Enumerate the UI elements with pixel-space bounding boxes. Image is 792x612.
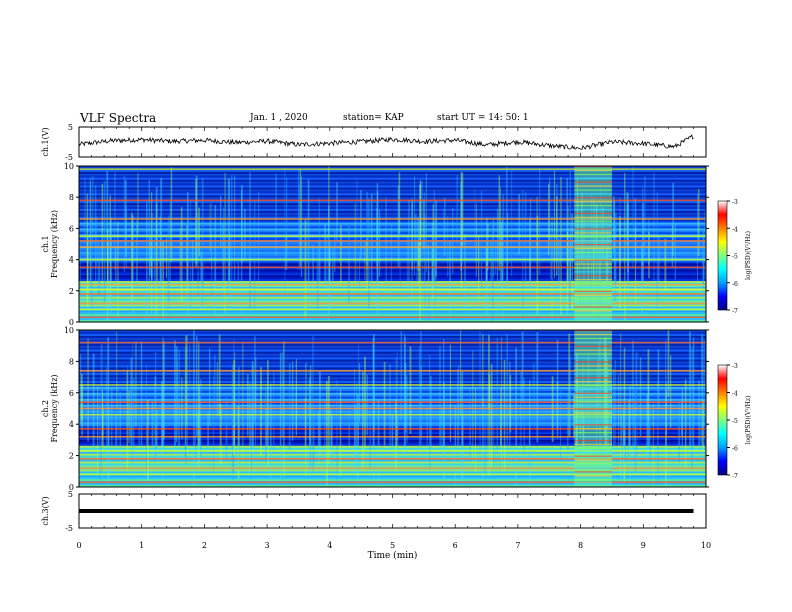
- ch2-spec-band: [79, 428, 706, 430]
- x-tick-label: 10: [701, 541, 711, 550]
- ch1-spec-colorbar-tick: -6: [732, 281, 738, 288]
- ch2-spec-ytick-label: 2: [69, 452, 74, 461]
- ch1-spec-band: [79, 246, 706, 248]
- ch1-spec-colorbar-tick: -4: [732, 226, 738, 233]
- ch1-spec-colorbar-tick: -7: [732, 308, 738, 315]
- ch1-spec-band: [79, 266, 706, 269]
- ch2-spec-band: [79, 481, 706, 484]
- ch2-spec-band: [79, 407, 706, 410]
- ch2-spec-colorbar-tick: -5: [732, 418, 738, 425]
- ch1-spec-heatmap: [79, 166, 706, 323]
- x-tick-label: 4: [327, 541, 332, 550]
- ch2-spec-burst: [574, 330, 612, 487]
- ch1-spec-ytick-label: 0: [69, 318, 74, 327]
- x-tick-label: 0: [76, 541, 81, 550]
- ch2-spec-ytick-label: 4: [69, 420, 74, 429]
- ch2-spec-colorbar: [717, 364, 728, 476]
- ch1-spec-ytick-label: 2: [69, 287, 74, 296]
- ch2-spec-band: [79, 413, 706, 416]
- x-tick-label: 6: [453, 541, 458, 550]
- x-tick-label: 3: [265, 541, 270, 550]
- x-tick-label: 9: [641, 541, 646, 550]
- ch1-spec-band: [79, 240, 706, 242]
- ch1-spec-band: [79, 283, 706, 286]
- ch1-spec-colorbar-tick: -3: [732, 199, 738, 206]
- ch1-spec-band: [79, 218, 706, 220]
- ch1-spec-band: [79, 258, 706, 261]
- ch1-spec-band: [79, 235, 706, 237]
- ch1-spec-band: [79, 308, 706, 311]
- ch2-spec-ytick-label: 0: [69, 483, 74, 492]
- ch1-spec-frame: [78, 165, 707, 323]
- ch2-spec-colorbar-tick: -6: [732, 446, 738, 453]
- ch2-spec-band: [79, 401, 706, 404]
- x-tick-label: 5: [390, 541, 395, 550]
- ch1-spec-band: [79, 316, 706, 319]
- x-tick-label: 1: [139, 541, 144, 550]
- ch2-spec-heatmap: [79, 330, 706, 488]
- ch1-spec-band: [79, 293, 706, 295]
- ch1-spec-colorbar: [717, 200, 728, 311]
- ch1-spec-colorbar-tick: -5: [732, 254, 738, 261]
- ch2-spec-band: [79, 370, 706, 372]
- x-tick-label: 7: [515, 541, 520, 550]
- ch2-spec-colorbar-tick: -7: [732, 473, 738, 480]
- ch2-spec-band: [79, 341, 706, 344]
- ch2-spec-ylabel: Frequency (kHz): [50, 374, 59, 442]
- plot-title: VLF Spectra: [80, 111, 157, 125]
- ch1-spec-ytick-label: 6: [69, 224, 74, 233]
- ch1-ylabel: ch.1(V): [41, 127, 50, 156]
- ch1-spec-ytick-label: 4: [69, 256, 74, 265]
- ch3-ytick-label: -5: [65, 524, 73, 533]
- ch1-spec-colorbar-label: log(PSD)(V²/Hz): [745, 231, 752, 280]
- ch1-spec-ylabel: ch.1: [41, 235, 50, 252]
- ch3-ytick-label: 5: [68, 490, 73, 499]
- ch2-spec-band: [79, 457, 706, 460]
- ch2-spec-band: [79, 435, 706, 438]
- ch2-spec-band: [79, 467, 706, 469]
- ch1-trace: [78, 134, 694, 150]
- ch2-spec-colorbar-tick: -3: [732, 363, 738, 370]
- start-time-label: start UT = 14: 50: 1: [437, 113, 529, 123]
- ch1-spec-band: [79, 288, 706, 291]
- ch1-ytick-label: -5: [65, 153, 73, 162]
- x-axis-label: Time (min): [368, 550, 418, 561]
- ch2-spec-colorbar-tick: -4: [732, 391, 738, 398]
- ch2-spec-frame: [78, 329, 707, 488]
- ch1-spec-band: [79, 302, 706, 305]
- ch2-spec-band: [79, 473, 706, 476]
- x-tick-label: 8: [578, 541, 583, 550]
- ch1-spec-ylabel: Frequency (kHz): [50, 210, 59, 278]
- ch2-spec-ytick-label: 6: [69, 389, 74, 398]
- ch3-ylabel: ch.3(V): [41, 496, 50, 525]
- ch1-frame: [78, 126, 707, 158]
- ch2-spec-ytick-label: 10: [64, 326, 74, 335]
- date-label: Jan. 1 , 2020: [250, 113, 308, 123]
- ch1-spec-burst: [574, 166, 612, 322]
- ch2-spec-ylabel: ch.2: [41, 400, 50, 417]
- ch2-spec-ytick-label: 8: [69, 357, 74, 366]
- station-label: station= KAP: [343, 113, 404, 123]
- ch1-ytick-label: 5: [68, 123, 73, 132]
- ch2-spec-band: [79, 450, 706, 452]
- x-tick-label: 2: [202, 541, 207, 550]
- ch1-spec-ytick-label: 8: [69, 193, 74, 202]
- ch2-spec-band: [79, 384, 706, 386]
- ch2-spec-colorbar-label: log(PSD)(V²/Hz): [745, 396, 752, 445]
- ch1-spec-band: [79, 199, 706, 202]
- ch1-spec-band: [79, 168, 706, 170]
- ch1-spec-ytick-label: 10: [64, 162, 74, 171]
